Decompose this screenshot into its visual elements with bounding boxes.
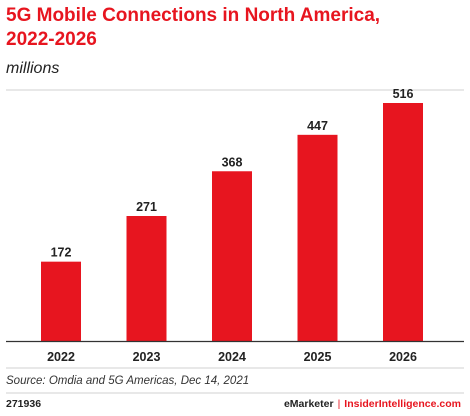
x-tick-label-2023: 2023 [133,350,161,364]
chart-title: 5G Mobile Connections in North America, … [6,5,381,50]
bar-2023 [126,216,167,341]
brand-insider-intelligence: InsiderIntelligence.com [344,398,461,410]
bar-2026 [383,103,423,341]
data-label-2022: 172 [51,246,72,260]
chart-subtitle: millions [6,60,60,77]
x-tick-label-2026: 2026 [389,350,417,364]
data-label-2025: 447 [307,119,328,133]
x-tick-label-2024: 2024 [218,350,246,364]
data-label-2024: 368 [222,155,243,169]
x-tick-label-2025: 2025 [304,350,332,364]
bar-2025 [297,134,338,341]
data-label-2026: 516 [393,87,414,101]
bar-2022 [41,261,81,341]
footer-brand: eMarketer | InsiderIntelligence.com [284,398,461,410]
source-note: Source: Omdia and 5G Americas, Dec 14, 2… [6,375,250,387]
brand-emarketer: eMarketer [283,398,334,410]
footer-separator: | [337,398,341,410]
data-label-2023: 271 [136,200,157,214]
chart-id: 271936 [6,398,42,410]
bar-2024 [212,171,252,341]
x-tick-label-2022: 2022 [47,350,75,364]
